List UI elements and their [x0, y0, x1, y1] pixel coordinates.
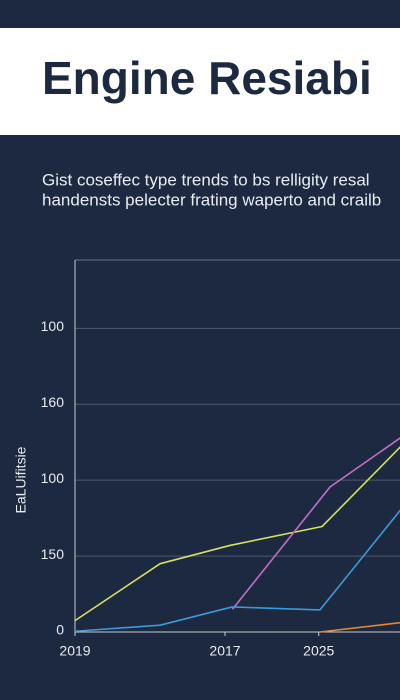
x-tick-label: 2019	[59, 643, 90, 659]
x-tick-label: 2017	[209, 643, 240, 659]
y-tick-label: 160	[41, 394, 65, 410]
series-line	[74, 446, 400, 622]
y-tick-label: 150	[41, 546, 65, 562]
x-tick-label: 2025	[303, 643, 334, 659]
header-band	[0, 28, 400, 135]
series-line	[74, 509, 400, 633]
y-tick-label: 0	[56, 622, 64, 638]
y-tick-label: 100	[41, 318, 65, 334]
series-line	[231, 437, 400, 610]
series-line	[319, 621, 400, 633]
subtitle-line: Gist coseffec type trends to bs relligit…	[42, 170, 370, 189]
y-tick-label: 100	[41, 470, 65, 486]
y-axis-label: EaLUifitsie	[13, 446, 29, 513]
chart-title: Engine Resiabi	[42, 52, 372, 104]
subtitle-line: handensts pelecter frating waperto and c…	[42, 190, 381, 209]
plot-area: 01501001601002019201720252	[41, 259, 400, 659]
